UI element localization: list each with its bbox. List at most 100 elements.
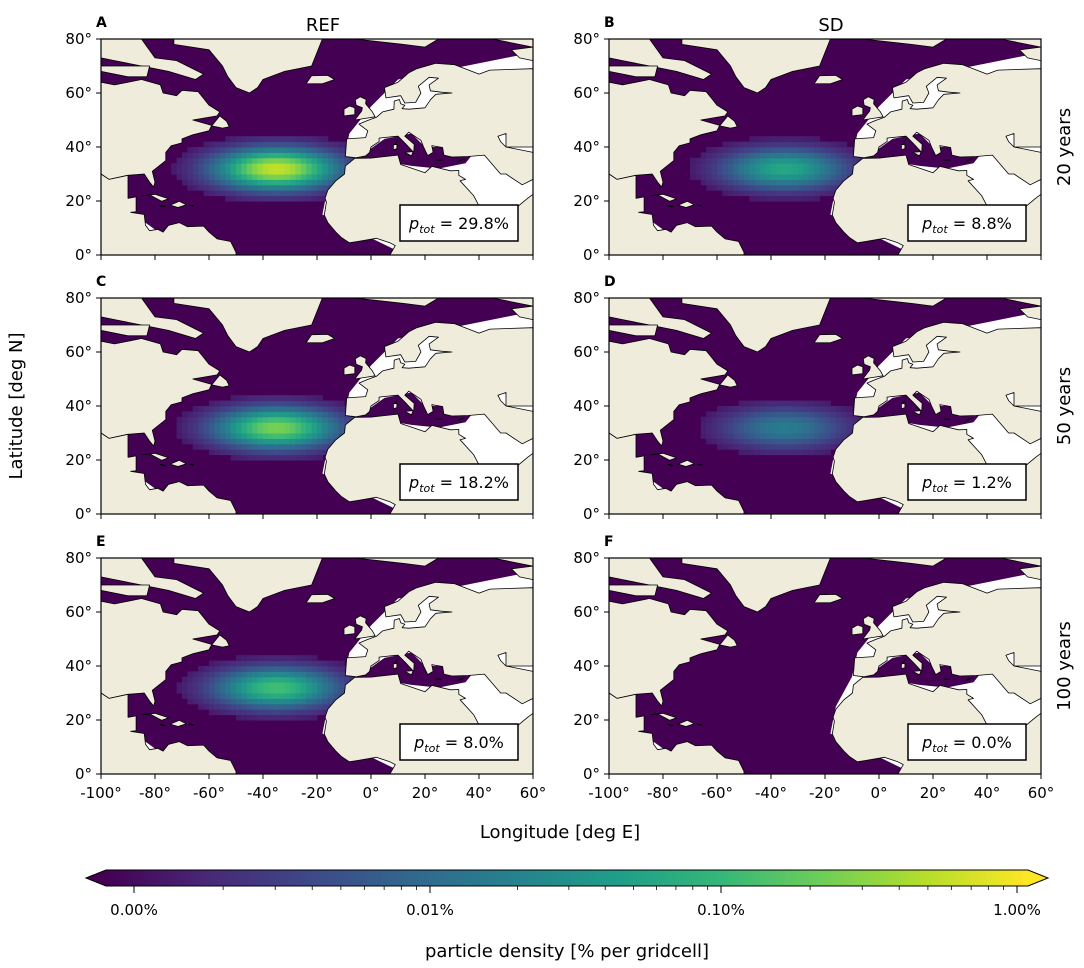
density-cell [749,196,755,202]
density-cell [820,179,826,185]
row-title-20-years: 20 years [1054,108,1075,186]
density-cell [290,395,296,401]
density-cell [814,401,820,407]
density-cell [220,417,226,423]
density-cell [252,147,258,153]
density-cell [220,411,226,417]
density-cell [258,704,264,710]
density-cell [722,174,728,180]
density-cell [312,190,318,196]
density-cell [306,190,312,196]
density-cell [252,406,258,412]
density-cell [803,174,809,180]
density-cell [252,411,258,417]
density-cell [749,411,755,417]
density-cell [809,449,815,455]
density-cell [814,152,820,158]
density-cell [820,190,826,196]
landmass [901,144,905,149]
density-cell [733,428,739,434]
panel-C: C0°20°40°60°80°ptot = 18.2% [65,274,533,523]
density-cell [220,449,226,455]
density-cell [220,661,226,667]
density-cell [814,147,820,153]
density-cell [236,671,242,677]
density-cell [263,169,269,175]
density-cell [749,147,755,153]
density-cell [214,142,220,148]
density-cell [285,417,291,423]
density-cell [241,438,247,444]
density-cell [766,438,772,444]
density-cell [744,152,750,158]
density-cell [225,136,231,142]
density-cell [182,169,188,175]
density-cell [301,422,307,428]
density-cell [312,428,318,434]
p-tot-symbol: p [408,214,419,233]
p-tot-value: = 29.8% [435,214,509,233]
density-cell [312,142,318,148]
density-cell [295,655,301,661]
density-cell [328,401,334,407]
density-cell [782,158,788,164]
density-cell [814,406,820,412]
density-cell [301,688,307,694]
density-cell [209,428,215,434]
density-cell [739,428,745,434]
density-cell [231,411,237,417]
density-cell [820,169,826,175]
density-cell [198,179,204,185]
y-tick-label: 40° [65,657,92,675]
density-cell [766,196,772,202]
density-cell [279,142,285,148]
density-cell [728,422,734,428]
density-cell [220,401,226,407]
density-cell [268,449,274,455]
density-cell [749,142,755,148]
density-cell [236,158,242,164]
density-cell [739,142,745,148]
density-cell [285,698,291,704]
density-cell [317,698,323,704]
density-cell [339,428,345,434]
density-cell [825,428,831,434]
density-cell [820,417,826,423]
density-cell [695,163,701,169]
density-cell [749,169,755,175]
density-cell [847,422,853,428]
density-cell [755,196,761,202]
density-cell [279,147,285,153]
density-cell [771,136,777,142]
density-cell [279,136,285,142]
density-cell [236,704,242,710]
density-cell [771,449,777,455]
y-tick-label: 80° [65,289,92,307]
density-cell [225,709,231,715]
density-cell [809,438,815,444]
density-cell [749,433,755,439]
density-cell [706,411,712,417]
density-cell [274,433,280,439]
density-cell [279,693,285,699]
density-cell [787,136,793,142]
density-cell [793,185,799,191]
density-cell [231,709,237,715]
density-cell [798,417,804,423]
density-cell [236,444,242,450]
density-cell [328,174,334,180]
density-cell [830,428,836,434]
density-cell [690,169,696,175]
density-cell [312,677,318,683]
density-cell [268,422,274,428]
density-cell [204,147,210,153]
density-cell [252,190,258,196]
density-cell [198,438,204,444]
density-cell [328,682,334,688]
density-cell [312,169,318,175]
density-cell [231,455,237,461]
density-cell [225,422,231,428]
density-cell [787,174,793,180]
density-cell [236,688,242,694]
density-cell [263,698,269,704]
